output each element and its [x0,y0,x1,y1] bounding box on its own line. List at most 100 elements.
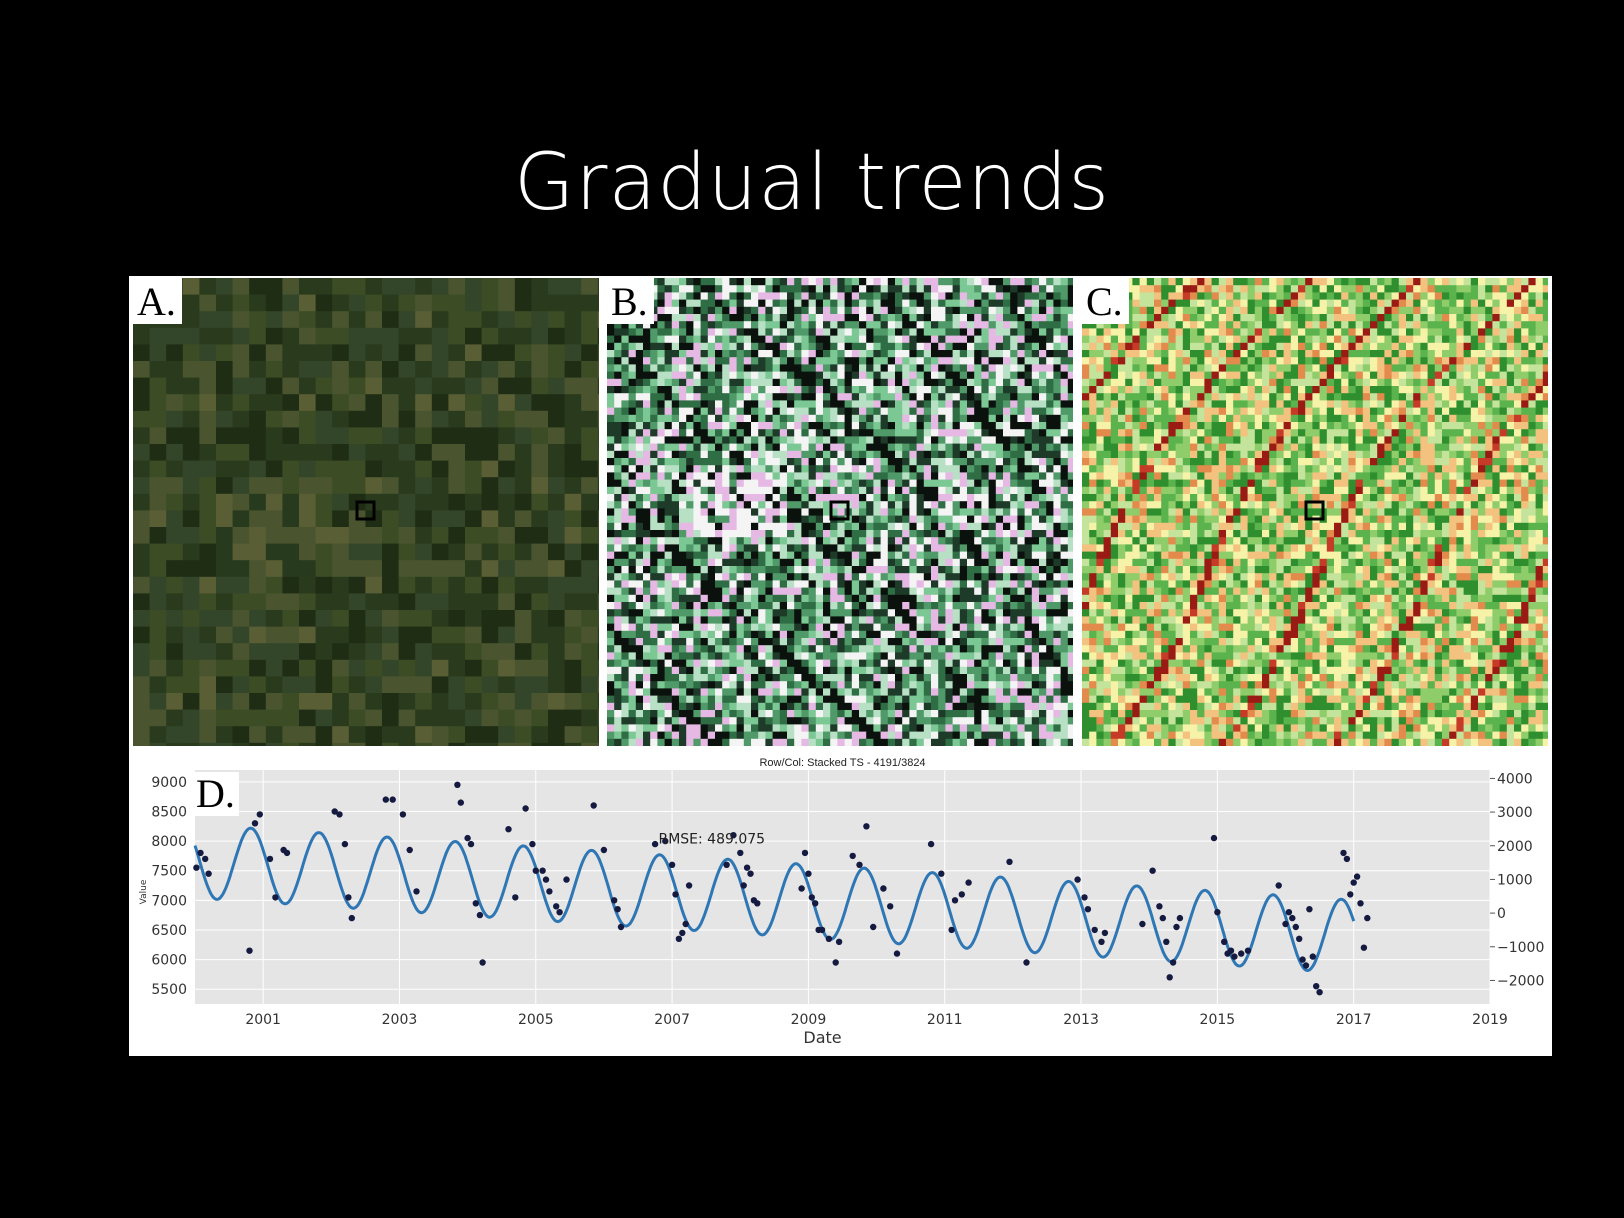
data-point [1286,909,1292,915]
y-tick-label: 7500 [151,864,187,880]
data-point [887,903,893,909]
data-point [257,811,263,817]
right-y-tick-label: 3000 [1497,805,1533,821]
data-point [1167,974,1173,980]
panel-a-pixel-map [133,278,599,746]
data-point [1074,876,1080,882]
data-point [1282,921,1288,927]
data-point [1085,906,1091,912]
data-point [863,823,869,829]
data-point [252,820,258,826]
x-tick-label: 2007 [654,1012,690,1028]
data-point [1102,930,1108,936]
data-point [1092,927,1098,933]
data-point [533,868,539,874]
data-point [1303,962,1309,968]
rmse-annotation: RMSE: 489.075 [658,831,765,847]
data-point [383,796,389,802]
data-point [652,841,658,847]
data-point [473,900,479,906]
data-point [826,936,832,942]
data-point [1364,915,1370,921]
data-point [556,909,562,915]
data-point [1316,989,1322,995]
data-point [1170,959,1176,965]
chart-title: Row/Col: Stacked TS - 4191/3824 [759,757,925,769]
data-point [202,856,208,862]
y-tick-label: 6000 [151,953,187,969]
data-point [522,805,528,811]
data-point [805,871,811,877]
pixel-grid [607,278,1073,746]
x-tick-label: 2003 [382,1012,418,1028]
y-tick-label: 8000 [151,834,187,850]
data-point [741,882,747,888]
panel-c-trend-map: C. [1082,278,1548,746]
data-point [468,841,474,847]
right-y-tick-label: 1000 [1497,872,1533,888]
data-point [614,906,620,912]
x-tick-label: 2011 [927,1012,963,1028]
data-point [1276,882,1282,888]
panel-b-false-color-image: B. [607,278,1073,746]
x-tick-label: 2017 [1336,1012,1372,1028]
data-point [193,865,199,871]
data-point [539,868,545,874]
panel-b-pixel-map [607,278,1073,746]
data-point [686,882,692,888]
right-y-tick-label: 2000 [1497,839,1533,855]
data-point [1023,959,1029,965]
y-tick-label: 5500 [151,982,187,998]
right-y-tick-label: −2000 [1497,973,1544,989]
data-point [1306,906,1312,912]
data-point [464,835,470,841]
data-point [802,850,808,856]
data-point [505,826,511,832]
y-tick-label: 8500 [151,804,187,820]
data-point [591,802,597,808]
data-point [267,856,273,862]
data-point [563,876,569,882]
x-tick-label: 2009 [791,1012,827,1028]
y-axis-label: Value [139,879,149,904]
data-point [1299,956,1305,962]
data-point [938,871,944,877]
data-point [880,885,886,891]
data-point [1357,900,1363,906]
data-point [1173,924,1179,930]
data-point [672,891,678,897]
y-tick-label: 6500 [151,923,187,939]
data-point [1214,909,1220,915]
data-point [1149,868,1155,874]
data-point [1354,873,1360,879]
data-point [965,879,971,885]
data-point [342,841,348,847]
x-tick-label: 2019 [1472,1012,1508,1028]
data-point [1231,953,1237,959]
x-tick-label: 2001 [245,1012,281,1028]
pixel-grid [133,278,599,746]
data-point [1211,835,1217,841]
data-point [454,782,460,788]
plot-area [195,770,1490,1004]
data-point [1160,915,1166,921]
data-point [1347,891,1353,897]
data-point [272,894,278,900]
data-point [407,847,413,853]
data-point [1344,856,1350,862]
data-point [1163,939,1169,945]
data-point [1289,915,1295,921]
pixel-grid [1082,278,1548,746]
data-point [1221,939,1227,945]
data-point [1245,948,1251,954]
data-point [747,871,753,877]
data-point [601,847,607,853]
data-point [1313,983,1319,989]
y-tick-label: 7000 [151,893,187,909]
right-y-tick-label: 0 [1497,906,1506,922]
data-point [948,927,954,933]
data-point [336,811,342,817]
data-point [798,885,804,891]
data-point [676,936,682,942]
data-point [197,850,203,856]
